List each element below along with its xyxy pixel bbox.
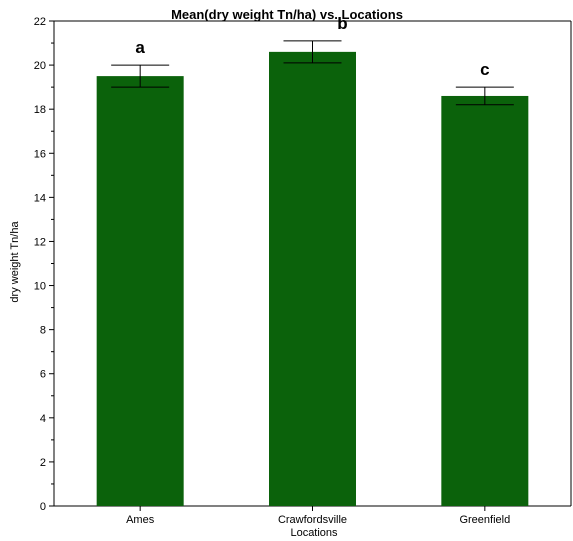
- y-axis-label: dry weight Tn/ha: [9, 221, 21, 303]
- bar-ames: [97, 76, 184, 506]
- significance-letter: c: [480, 60, 489, 79]
- bar-crawfordsville: [269, 52, 356, 506]
- x-tick-label: Greenfield: [459, 514, 510, 526]
- y-tick-label: 22: [34, 16, 46, 28]
- y-tick-label: 12: [34, 236, 46, 248]
- y-axis: 0 2 4 6 8 10 12 14 16 18 20 22: [34, 16, 54, 513]
- y-tick-label: 6: [40, 369, 46, 381]
- y-tick-label: 18: [34, 104, 46, 116]
- x-axis: Ames Crawfordsville Greenfield: [126, 506, 510, 526]
- x-tick-label: Crawfordsville: [278, 514, 347, 526]
- significance-letter: a: [135, 38, 145, 57]
- y-tick-label: 4: [40, 413, 46, 425]
- significance-letter: b: [337, 14, 347, 33]
- x-tick-label: Ames: [126, 514, 155, 526]
- y-tick-label: 2: [40, 457, 46, 469]
- bars: [97, 52, 529, 506]
- y-tick-label: 20: [34, 60, 46, 72]
- y-tick-label: 14: [34, 192, 46, 204]
- bar-greenfield: [441, 96, 528, 506]
- y-tick-label: 0: [40, 501, 46, 513]
- x-axis-label: Locations: [290, 527, 338, 539]
- y-tick-label: 10: [34, 281, 46, 293]
- chart-title: Mean(dry weight Tn/ha) vs. Locations: [171, 7, 403, 22]
- y-tick-label: 16: [34, 148, 46, 160]
- y-tick-label: 8: [40, 325, 46, 337]
